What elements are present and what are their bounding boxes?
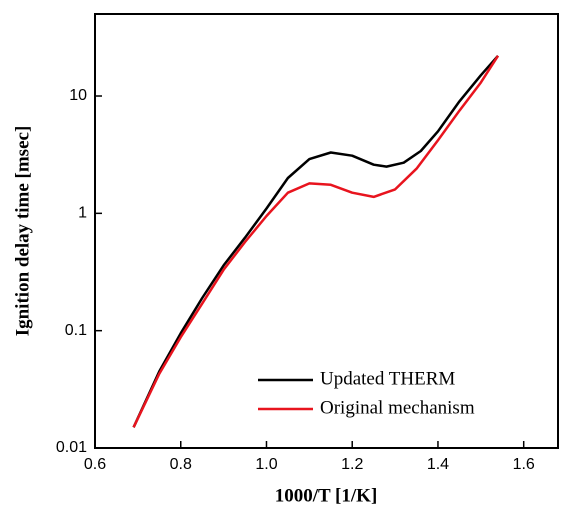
x-tick-label: 0.6 xyxy=(84,456,106,473)
y-tick-label: 0.1 xyxy=(65,322,87,339)
x-tick-label: 0.8 xyxy=(170,456,192,473)
y-tick-label: 0.01 xyxy=(56,439,87,456)
legend-label: Updated THERM xyxy=(320,368,455,389)
y-axis-title: Ignition delay time [msec] xyxy=(12,126,33,337)
x-tick-label: 1.4 xyxy=(427,456,449,473)
x-tick-label: 1.2 xyxy=(341,456,363,473)
x-tick-label: 1.0 xyxy=(255,456,277,473)
x-axis-title: 1000/T [1/K] xyxy=(275,485,378,506)
y-tick-label: 1 xyxy=(78,205,87,222)
x-tick-label: 1.6 xyxy=(513,456,535,473)
plot-frame xyxy=(94,13,559,449)
legend-label: Original mechanism xyxy=(320,397,475,418)
line xyxy=(132,54,499,428)
line xyxy=(132,55,500,428)
y-tick-label: 10 xyxy=(69,87,87,104)
